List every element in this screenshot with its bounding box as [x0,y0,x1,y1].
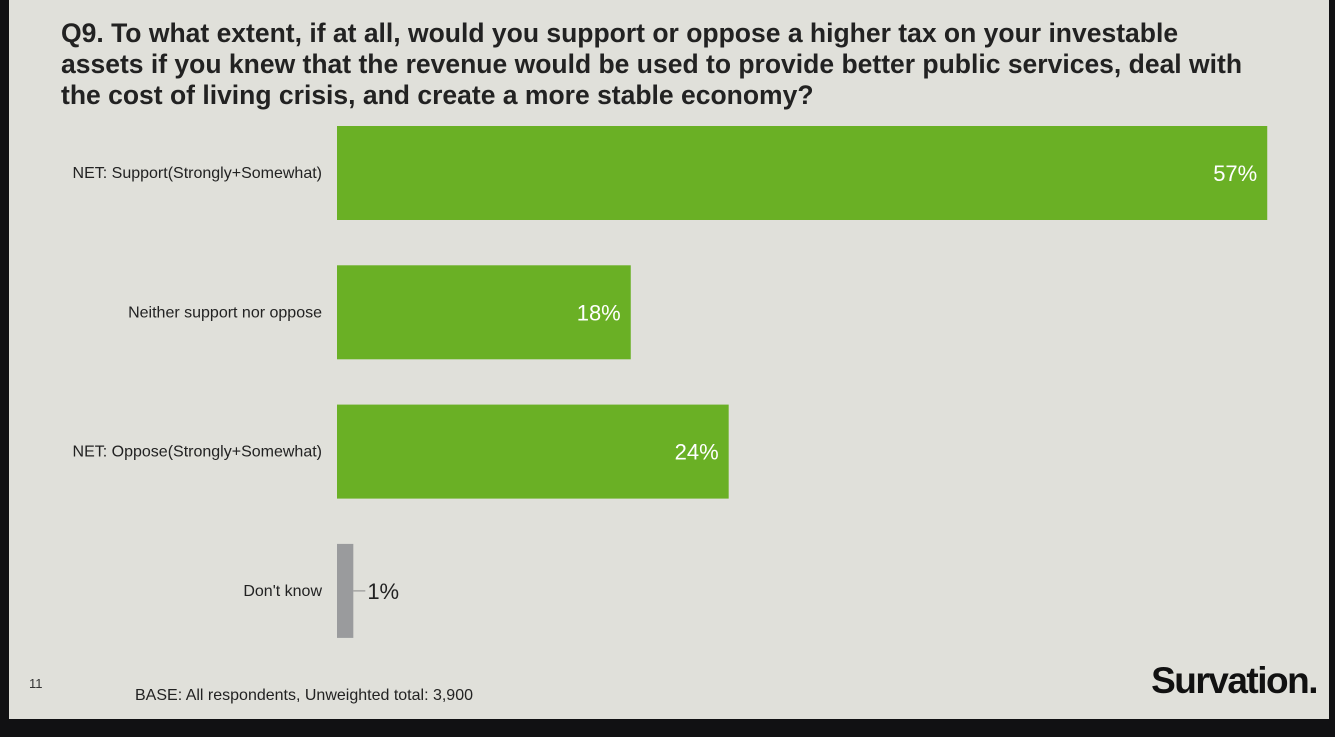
data-label: 57% [1213,161,1257,186]
bar-chart: NET: Support(Strongly+Somewhat) 57% Neithe… [73,126,1268,638]
chart-title: Q9. To what extent, if at all, would you… [61,18,1243,110]
slide: Q9. To what extent, if at all, would you… [9,0,1329,719]
bar [337,265,631,360]
category-label: NET: Oppose(Strongly+Somewhat) [73,444,322,461]
bar [337,126,1268,220]
category-label: Neither support nor oppose [128,304,322,321]
category-label: NET: Support(Strongly+Somewhat) [73,165,322,182]
data-label: 1% [367,579,399,604]
category-label: Don't know [243,583,322,600]
bar [337,543,354,638]
base-note: BASE: All respondents, Unweighted total:… [135,687,473,704]
page-number: 11 [29,676,43,691]
data-label: 18% [577,300,621,325]
data-label: 24% [675,440,719,465]
survation-logo: Survation. [1151,660,1318,701]
bar [337,404,729,499]
